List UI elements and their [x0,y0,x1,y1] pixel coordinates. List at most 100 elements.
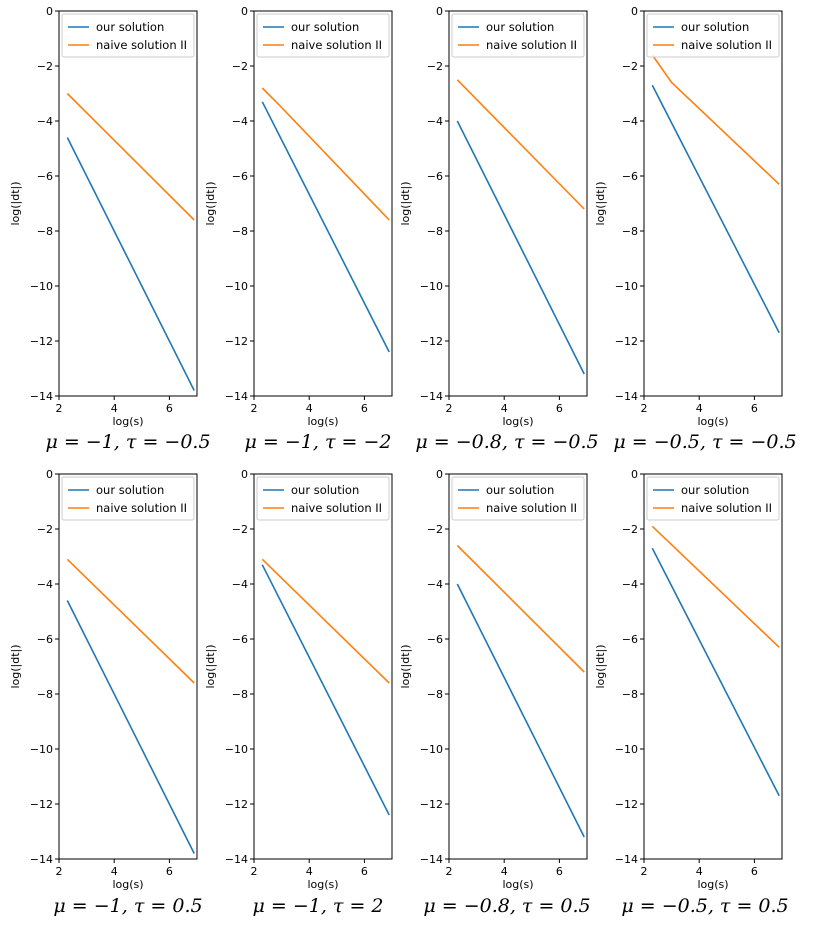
y-tick-label: −14 [615,390,638,403]
y-tick-label: −14 [225,853,248,866]
x-axis-label: log(s) [502,415,533,428]
series-line-our-solution [261,101,390,353]
legend-entry: our solution [681,483,749,497]
subplot-caption: μ = −0.8, τ = −0.5 [415,431,599,453]
y-tick-label: −10 [225,743,248,756]
y-tick-label: 0 [46,468,53,481]
legend-box [451,13,585,58]
y-tick-label: −12 [30,798,53,811]
legend-entry: naive solution II [96,501,187,515]
x-tick-label: 4 [696,402,703,415]
y-tick-label: 0 [46,5,53,18]
x-tick-label: 2 [446,402,453,415]
x-tick-label: 4 [111,402,118,415]
y-tick-label: −4 [427,578,443,591]
series-line-naive-solution [261,87,390,221]
y-tick-label: −12 [30,335,53,348]
x-tick-label: 2 [641,865,648,878]
legend-box [61,13,195,58]
subplot-5: 0 −2 −4 −6 −8 −10 −12 −142 4 6 log(s) log(|dt|) our … [9,468,198,891]
subplot-7: 0 −2 −4 −6 −8 −10 −12 −142 4 6 log(s) log(|dt|) our … [399,468,588,891]
y-tick-label: −2 [427,523,443,536]
legend-box [451,476,585,521]
legend-entry: our solution [486,483,554,497]
subplot-caption: μ = −1, τ = 2 [252,895,384,917]
x-tick-label: 4 [111,865,118,878]
legend-entry: our solution [681,20,749,34]
subplot-caption: μ = −0.8, τ = 0.5 [423,895,591,917]
y-tick-label: −8 [37,688,53,701]
x-tick-label: 4 [501,865,508,878]
y-tick-label: −10 [225,280,248,293]
y-tick-label: −8 [232,225,248,238]
y-tick-label: −2 [427,60,443,73]
y-tick-label: −6 [232,633,248,646]
y-tick-label: −12 [420,798,443,811]
x-axis-label: log(s) [307,415,338,428]
legend: our solution naive solution II [61,476,195,521]
series-line-our-solution [456,120,585,375]
y-tick-label: −6 [427,633,443,646]
x-axis-label: log(s) [697,415,728,428]
y-tick-label: −14 [30,390,53,403]
axes-frame [448,473,588,860]
subplot-3: 0 −2 −4 −6 −8 −10 −12 −142 4 6 log(s) log(|dt|) our … [399,5,588,428]
series-line-naive-solution [66,92,195,221]
legend-entry: our solution [291,483,359,497]
axes-frame [643,10,783,397]
x-tick-label: 2 [251,865,258,878]
subplot-4: 0 −2 −4 −6 −8 −10 −12 −142 4 6 log(s) log(|dt|) our … [594,5,783,428]
series-line-our-solution [66,600,195,854]
legend-box [256,13,390,58]
y-tick-label: −12 [615,335,638,348]
x-tick-label: 2 [446,865,453,878]
y-tick-label: 0 [631,5,638,18]
subplot-caption: μ = −1, τ = 0.5 [53,895,203,917]
y-tick-label: 0 [436,468,443,481]
y-tick-label: −2 [622,523,638,536]
legend: our solution naive solution II [646,13,780,58]
subplot-1: 0 −2 −4 −6 −8 −10 −12 −142 4 6 log(s) log(|dt|) our … [9,5,198,428]
subplot-caption: μ = −1, τ = −0.5 [45,431,211,453]
axes-frame [448,10,588,397]
y-axis-label: log(|dt|) [594,181,607,225]
legend-entry: naive solution II [291,38,382,52]
y-tick-label: −12 [420,335,443,348]
legend-box [61,476,195,521]
x-tick-label: 4 [696,865,703,878]
y-tick-label: −4 [37,578,53,591]
y-tick-label: −8 [427,225,443,238]
y-tick-label: −6 [622,170,638,183]
x-tick-label: 4 [306,865,313,878]
y-tick-label: −10 [420,280,443,293]
x-axis-label: log(s) [502,878,533,891]
legend-entry: naive solution II [486,501,577,515]
y-tick-label: −8 [37,225,53,238]
x-tick-label: 6 [556,402,563,415]
legend-entry: our solution [96,483,164,497]
y-tick-label: −10 [615,743,638,756]
legend: our solution naive solution II [256,13,390,58]
x-tick-label: 4 [306,402,313,415]
x-axis-label: log(s) [697,878,728,891]
y-tick-label: −4 [232,115,248,128]
x-tick-label: 6 [751,402,758,415]
legend-entry: naive solution II [681,38,772,52]
axes-frame [643,473,783,860]
y-tick-label: −4 [427,115,443,128]
y-tick-label: 0 [631,468,638,481]
y-tick-label: −10 [615,280,638,293]
legend-entry: naive solution II [681,501,772,515]
legend-entry: naive solution II [486,38,577,52]
x-tick-label: 6 [751,865,758,878]
x-tick-label: 2 [56,402,63,415]
legend: our solution naive solution II [256,476,390,521]
series-line-our-solution [261,564,390,816]
y-tick-label: −2 [37,60,53,73]
y-tick-label: 0 [241,5,248,18]
y-axis-label: log(|dt|) [9,644,22,688]
y-tick-label: −8 [427,688,443,701]
x-tick-label: 6 [361,402,368,415]
axes-frame [58,473,198,860]
